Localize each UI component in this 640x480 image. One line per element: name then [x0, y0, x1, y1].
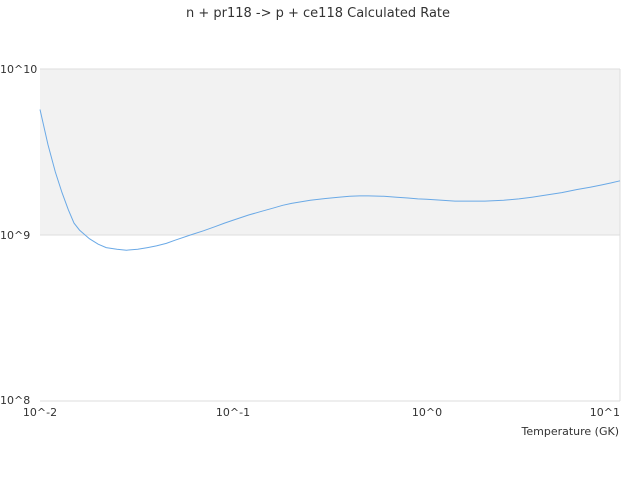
x-axis-label: Temperature (GK): [521, 425, 620, 438]
x-tick-label-2: 10^-1: [216, 406, 250, 419]
x-tick-label-1: 10^-2: [23, 406, 57, 419]
x-tick-label-3: 10^0: [412, 406, 442, 419]
chart-title: n + pr118 -> p + ce118 Calculated Rate: [186, 6, 450, 21]
rate-line: [39, 109, 621, 251]
y-tick-label-top: 10^10: [0, 63, 37, 76]
y-tick-label-middle: 10^9: [0, 229, 30, 242]
decade-band: [40, 69, 620, 235]
x-tick-label-4: 10^1: [590, 406, 620, 419]
y-tick-label-bottom: 10^8: [0, 394, 30, 407]
